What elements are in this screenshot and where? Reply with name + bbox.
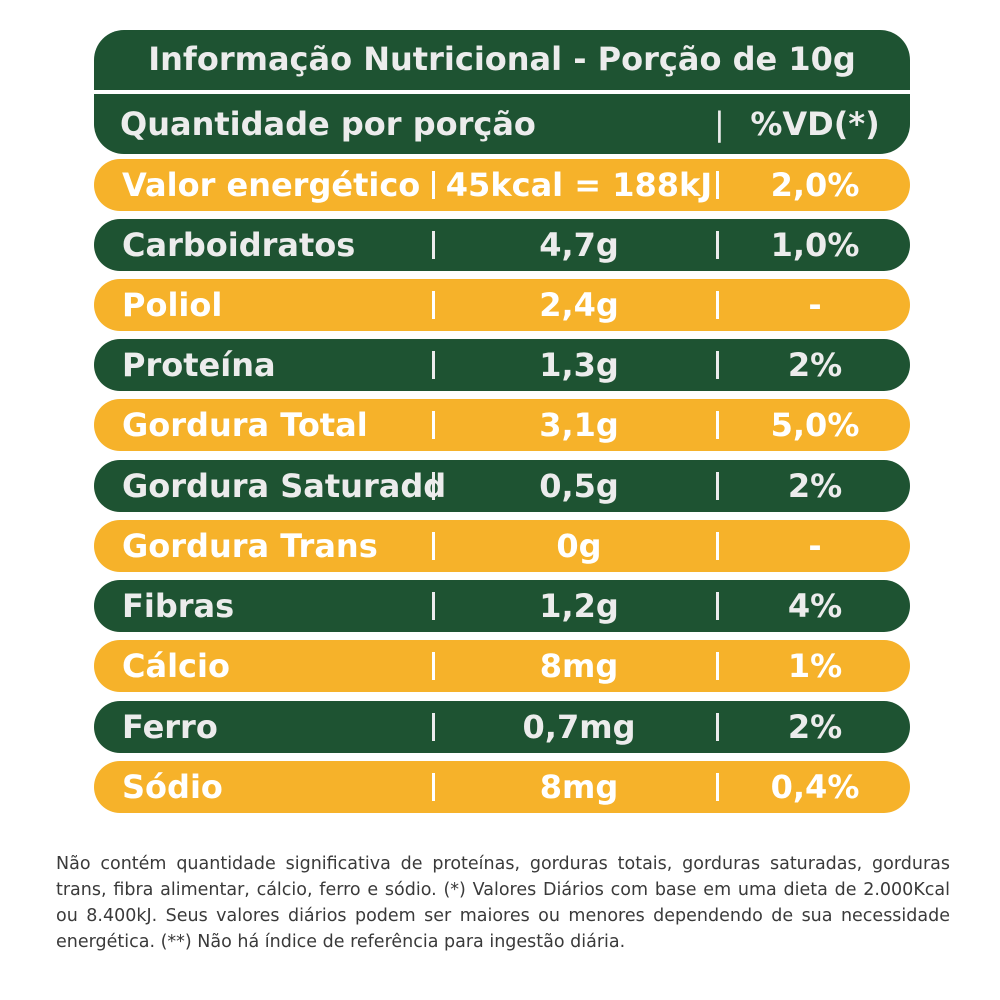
nutrient-daily-value: 2% [787,467,843,505]
column-separator: | [714,105,725,143]
nutrient-row-gordura-total: Gordura Total 3,1g 5,0% [94,399,910,451]
column-separator [432,171,435,199]
nutrient-name: Carboidratos [122,226,356,264]
nutrient-daily-value: 4% [787,587,843,625]
nutrient-daily-value: 2% [787,708,843,746]
column-separator [432,773,435,801]
nutrient-amount: 45kcal = 188kJ [445,166,713,204]
column-separator [716,171,719,199]
nutrient-row-sodio: Sódio 8mg 0,4% [94,761,910,813]
column-separator [432,231,435,259]
nutrient-row-carboidratos: Carboidratos 4,7g 1,0% [94,219,910,271]
column-separator [432,532,435,560]
nutrient-name: Gordura Trans [122,527,378,565]
column-separator [716,652,719,680]
nutrient-daily-value: - [808,286,822,324]
table-header: Informação Nutricional - Porção de 10g Q… [94,30,910,154]
column-header-row: Quantidade por porção | %VD(*) [94,94,910,154]
nutrient-name: Proteína [122,346,276,384]
nutrient-row-valor-energetico: Valor energético 45kcal = 188kJ 2,0% [94,159,910,211]
column-separator [716,713,719,741]
column-separator [716,291,719,319]
nutrient-row-gordura-saturada: Gordura Saturadd 0,5g 2% [94,460,910,512]
nutrient-name: Poliol [122,286,223,324]
nutrient-name: Cálcio [122,647,230,685]
nutrient-name: Ferro [122,708,218,746]
column-separator [716,773,719,801]
daily-value-label: %VD(*) [750,105,880,143]
header-divider [94,90,910,94]
nutrient-row-poliol: Poliol 2,4g - [94,279,910,331]
column-separator [432,351,435,379]
nutrient-daily-value: 5,0% [770,406,860,444]
nutrient-amount: 0g [556,527,602,565]
nutrient-amount: 0,5g [539,467,619,505]
nutrient-row-gordura-trans: Gordura Trans 0g - [94,520,910,572]
column-separator [716,351,719,379]
nutrient-amount: 8mg [539,647,619,685]
nutrient-amount: 3,1g [539,406,619,444]
column-separator [716,411,719,439]
nutrient-daily-value: 1% [787,647,843,685]
nutrient-amount: 2,4g [539,286,619,324]
table-title: Informação Nutricional - Porção de 10g [148,40,856,78]
nutrient-row-proteina: Proteína 1,3g 2% [94,339,910,391]
footnote: Não contém quantidade significativa de p… [56,854,950,952]
nutrient-daily-value: 2% [787,346,843,384]
nutrient-amount: 1,2g [539,587,619,625]
column-separator [432,291,435,319]
column-separator [432,592,435,620]
column-separator [716,532,719,560]
nutrient-name: Valor energético [122,166,421,204]
nutrient-daily-value: 0,4% [770,768,860,806]
nutrient-amount: 4,7g [539,226,619,264]
nutrient-daily-value: - [808,527,822,565]
nutrient-row-ferro: Ferro 0,7mg 2% [94,701,910,753]
nutrient-daily-value: 1,0% [770,226,860,264]
column-separator [716,592,719,620]
nutrient-amount: 0,7mg [522,708,636,746]
column-separator [432,472,435,500]
nutrient-row-fibras: Fibras 1,2g 4% [94,580,910,632]
quantity-per-portion-label: Quantidade por porção [120,105,536,143]
column-separator [432,652,435,680]
nutrient-daily-value: 2,0% [770,166,860,204]
nutrient-name: Fibras [122,587,235,625]
nutrient-name: Gordura Saturadd [122,467,447,505]
column-separator [432,713,435,741]
column-separator [716,472,719,500]
nutrient-name: Gordura Total [122,406,368,444]
column-separator [716,231,719,259]
nutrient-row-calcio: Cálcio 8mg 1% [94,640,910,692]
nutrient-amount: 8mg [539,768,619,806]
column-separator [432,411,435,439]
nutrient-amount: 1,3g [539,346,619,384]
nutrient-name: Sódio [122,768,223,806]
